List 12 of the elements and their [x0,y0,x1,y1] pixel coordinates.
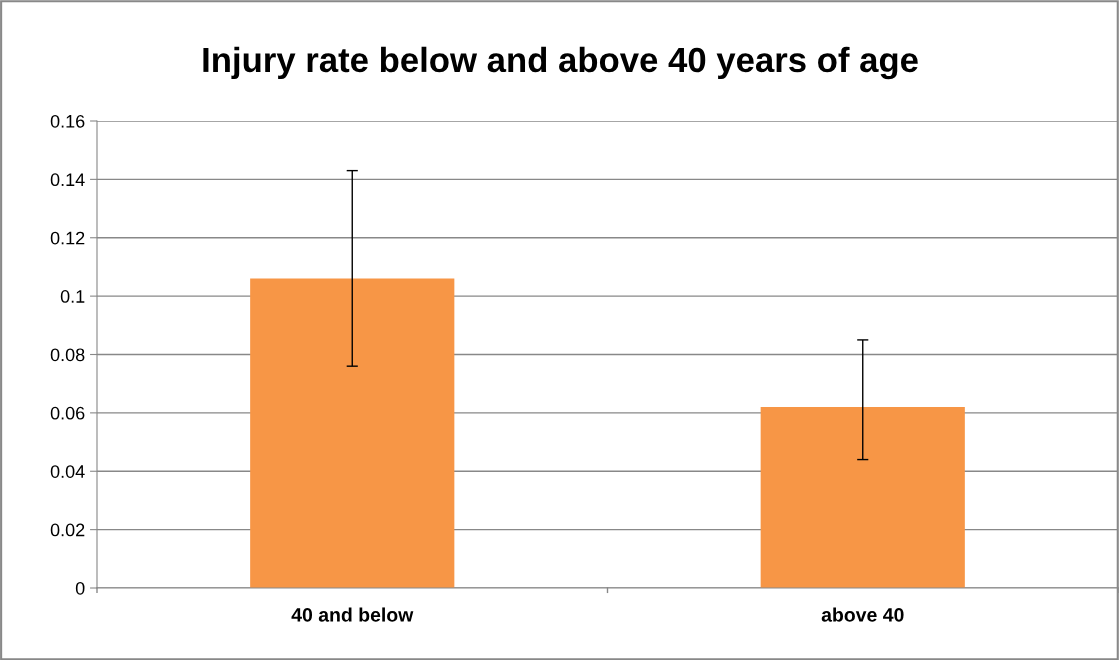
y-tick-label: 0.16 [50,114,85,128]
y-tick-label: 0.1 [60,290,85,303]
y-tick-label: 0.06 [50,406,85,420]
y-tick-label: 0.04 [50,465,85,478]
y-tick-label: 0.12 [50,231,85,245]
y-tick-label: 0.08 [50,348,85,362]
chart-title: Injury rate below and above 40 years of age [203,46,918,80]
x-tick-label: above 40 [821,607,904,622]
x-tick-label: 40 and below [291,607,414,622]
y-tick-label: 0.14 [50,173,85,187]
y-tick-label: 0 [75,581,85,595]
y-tick-label: 0.02 [50,523,85,537]
